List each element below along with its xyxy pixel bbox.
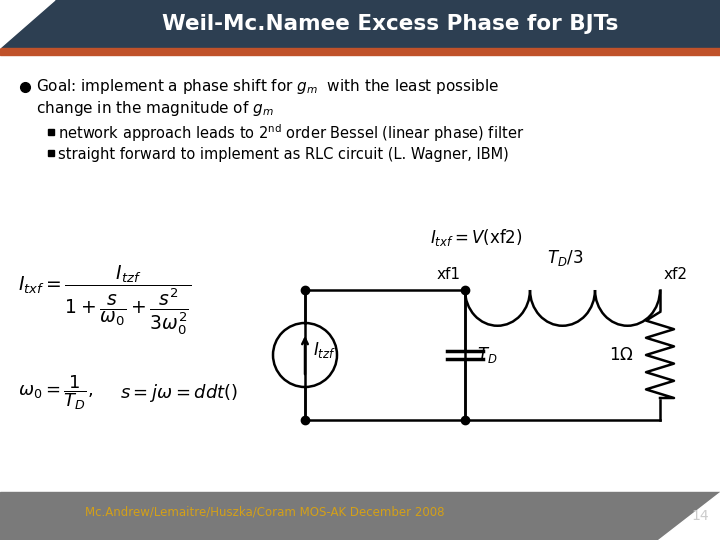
Text: 14: 14 — [691, 509, 708, 523]
Text: straight forward to implement as RLC circuit (L. Wagner, IBM): straight forward to implement as RLC cir… — [58, 146, 509, 161]
Text: Mc.Andrew/Lemaitre/Huszka/Coram MOS-AK December 2008: Mc.Andrew/Lemaitre/Huszka/Coram MOS-AK D… — [85, 505, 445, 518]
Polygon shape — [658, 492, 720, 540]
Text: $\omega_0 = \dfrac{1}{T_D},$: $\omega_0 = \dfrac{1}{T_D},$ — [18, 374, 93, 413]
Text: Weil-Mc.Namee Excess Phase for BJTs: Weil-Mc.Namee Excess Phase for BJTs — [162, 14, 618, 34]
Text: xf1: xf1 — [437, 267, 461, 282]
Text: Goal: implement a phase shift for $g_m$  with the least possible: Goal: implement a phase shift for $g_m$ … — [36, 78, 500, 97]
Text: $s = j\omega = ddt()$: $s = j\omega = ddt()$ — [120, 382, 238, 404]
Bar — [0, 0, 720, 48]
Text: $I_{txf} = \dfrac{I_{tzf}}{1+ \dfrac{s}{\omega_0}+\dfrac{s^2}{3\omega_0^2}}$: $I_{txf} = \dfrac{I_{tzf}}{1+ \dfrac{s}{… — [18, 263, 192, 337]
Text: $T_D/3$: $T_D/3$ — [546, 248, 583, 268]
Text: xf2: xf2 — [664, 267, 688, 282]
Text: $I_{txf}=V(\mathrm{xf2})$: $I_{txf}=V(\mathrm{xf2})$ — [430, 227, 523, 248]
Text: $I_{tzf}$: $I_{tzf}$ — [313, 340, 336, 360]
Text: $1\Omega$: $1\Omega$ — [609, 346, 634, 364]
Text: $T_D$: $T_D$ — [477, 345, 498, 365]
Bar — [0, 48, 720, 55]
Polygon shape — [0, 0, 55, 48]
Bar — [48, 129, 54, 135]
Bar — [48, 150, 54, 156]
Text: change in the magnitude of $g_m$: change in the magnitude of $g_m$ — [36, 99, 274, 118]
Bar — [0, 492, 720, 540]
Text: network approach leads to 2$^{\mathregular{nd}}$ order Bessel (linear phase) fil: network approach leads to 2$^{\mathregul… — [58, 122, 524, 144]
